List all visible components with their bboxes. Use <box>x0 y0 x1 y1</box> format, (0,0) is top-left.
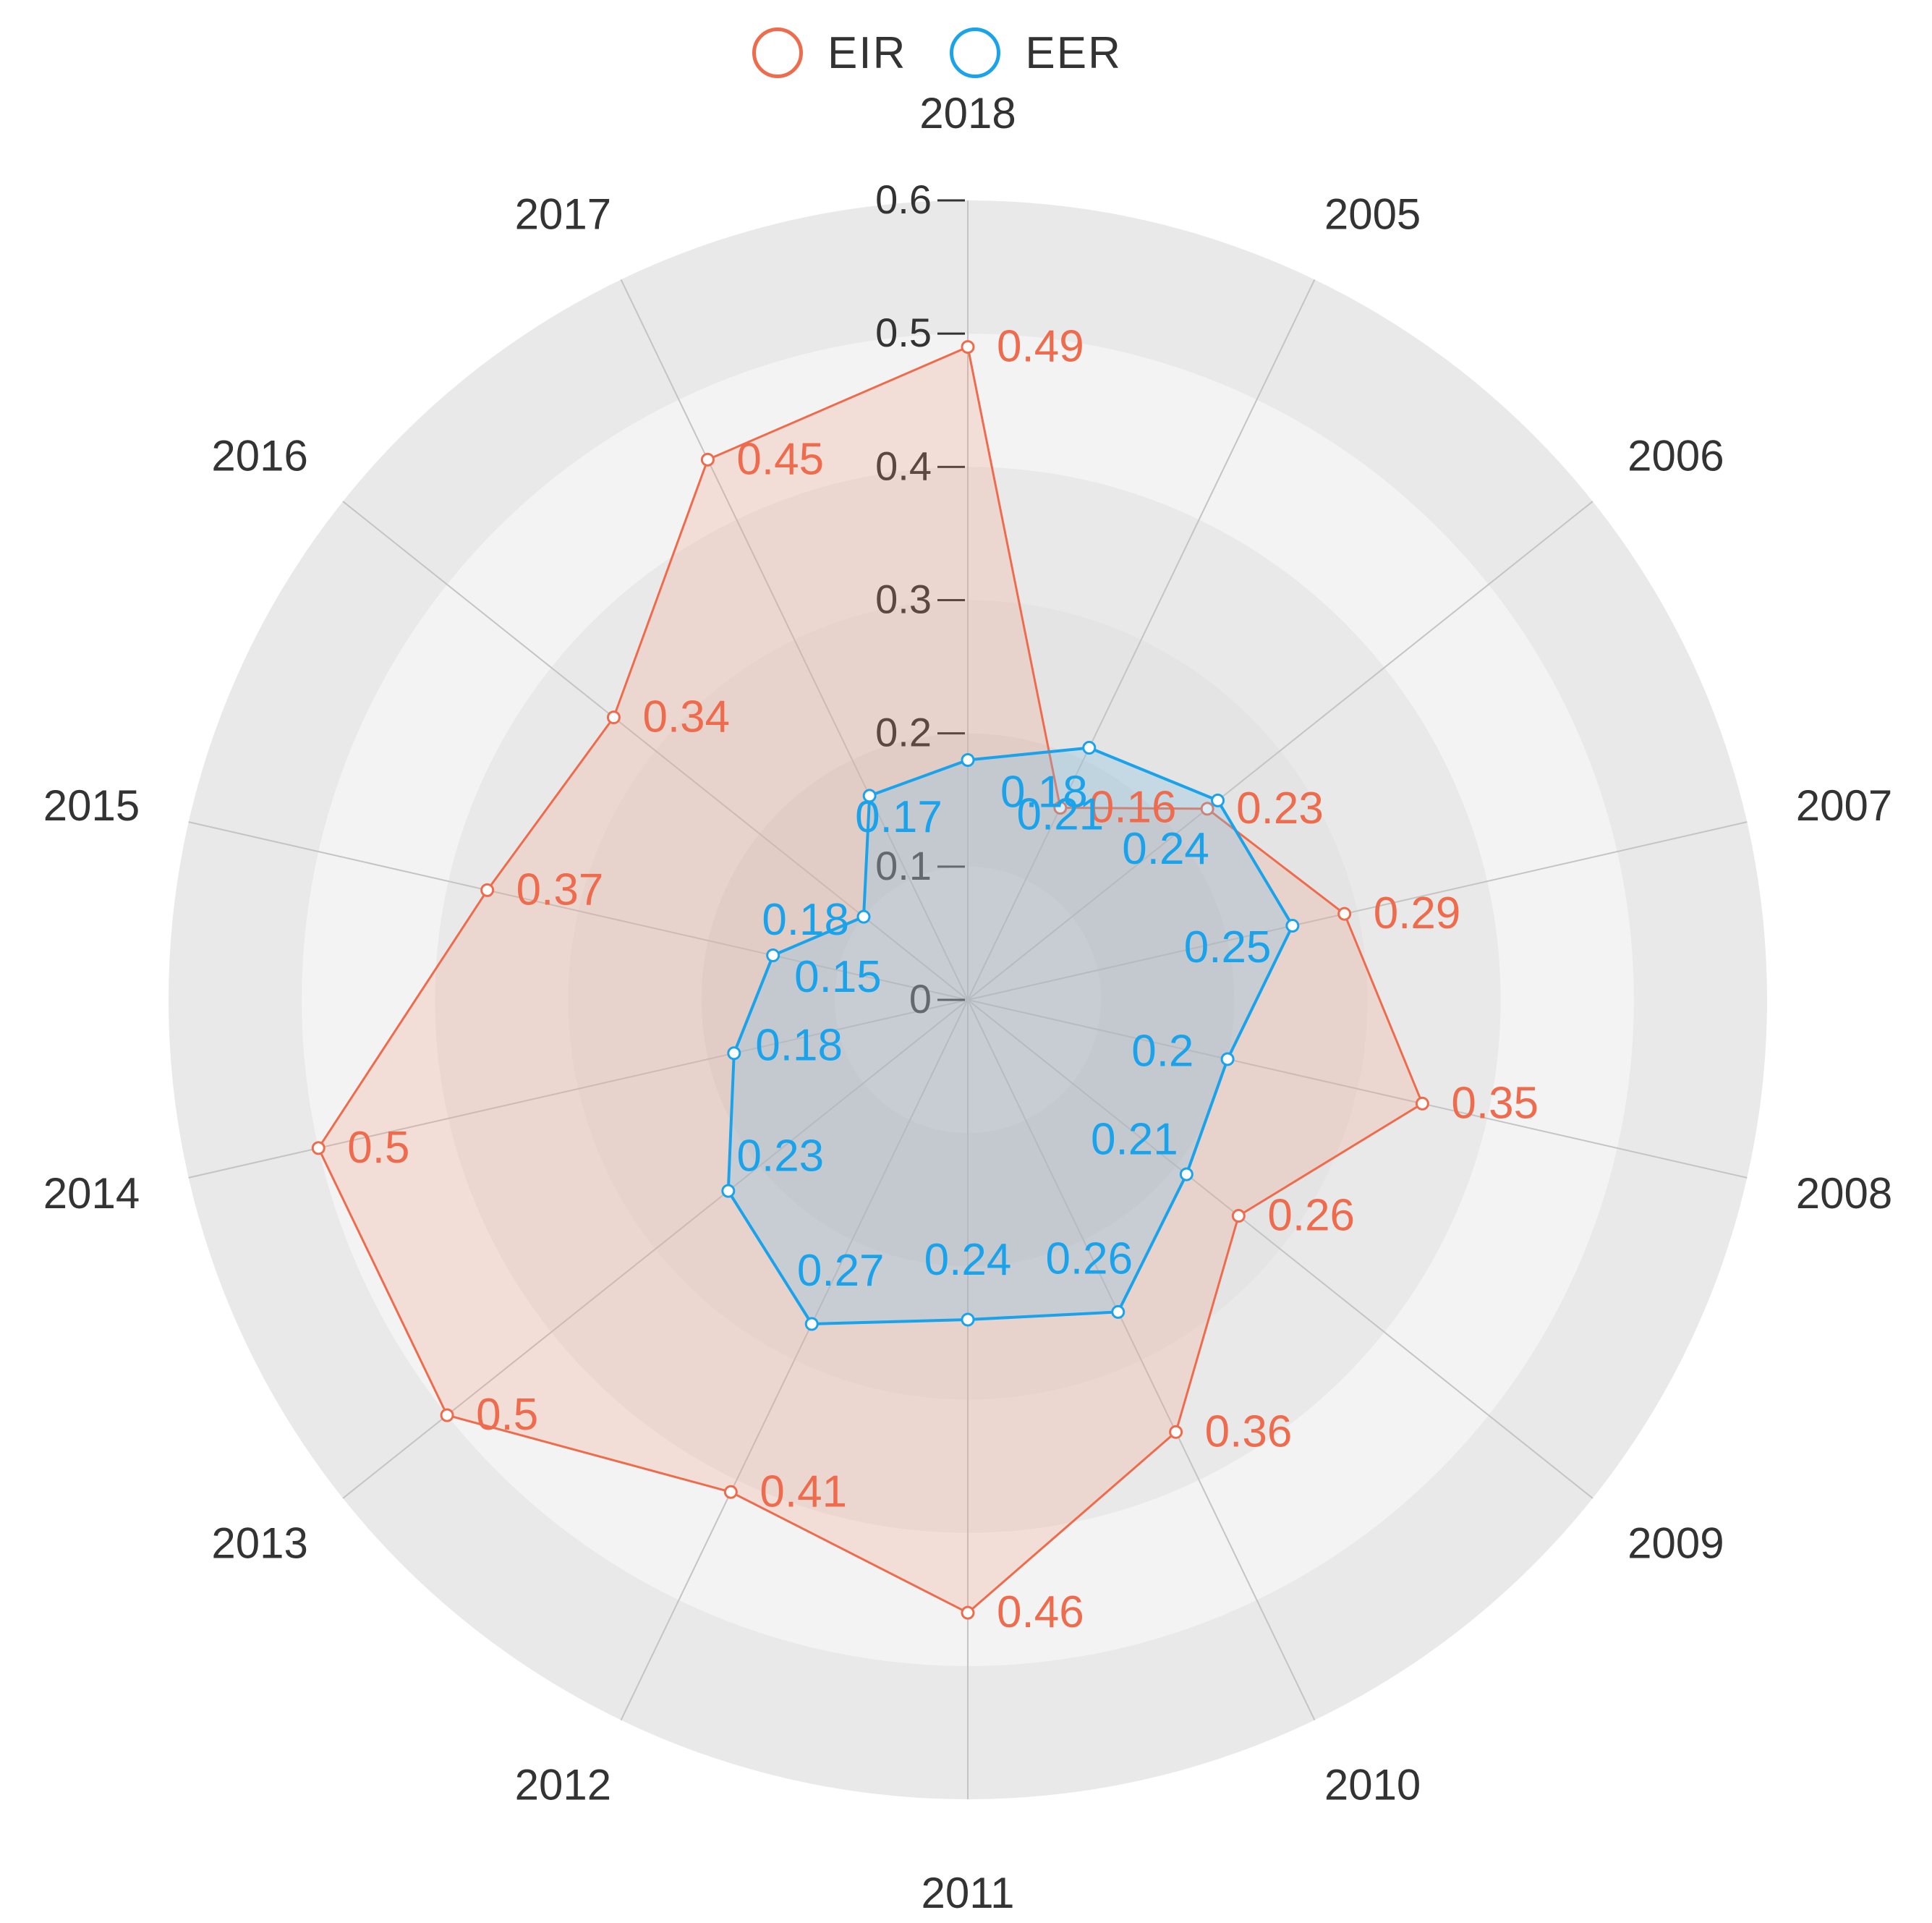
data-label-eir-2008: 0.35 <box>1451 1078 1539 1128</box>
data-label-eir-2006: 0.23 <box>1236 784 1324 833</box>
category-label-2016: 2016 <box>211 432 307 480</box>
data-point-eer-2007 <box>1285 919 1300 933</box>
data-label-eer-2009: 0.21 <box>1091 1115 1178 1165</box>
spoke-line-2017 <box>620 279 969 1001</box>
data-point-eer-2010 <box>1111 1304 1125 1319</box>
spoke-line-2007 <box>967 821 1748 1001</box>
data-point-eir-2013 <box>440 1408 454 1422</box>
data-label-eir-2005: 0.16 <box>1089 783 1177 833</box>
data-label-eer-2010: 0.26 <box>1045 1234 1133 1283</box>
category-label-2014: 2014 <box>43 1169 140 1218</box>
data-label-eir-2007: 0.29 <box>1374 888 1461 938</box>
data-point-eer-2005 <box>1082 741 1097 755</box>
data-point-eer-2016 <box>856 909 871 924</box>
data-label-eir-2009: 0.26 <box>1267 1191 1355 1241</box>
data-label-eir-2017: 0.45 <box>736 434 824 484</box>
data-point-eir-2012 <box>723 1485 738 1499</box>
data-point-eer-2014 <box>727 1046 741 1061</box>
spoke-line-2005 <box>967 279 1316 1001</box>
data-point-eer-2013 <box>721 1184 736 1198</box>
data-label-eer-2018: 0.18 <box>1000 768 1088 818</box>
category-label-2018: 2018 <box>919 89 1016 137</box>
spoke-line-2012 <box>620 999 969 1721</box>
data-label-eer-2016: 0.18 <box>762 895 849 945</box>
radial-tick-label: 0.3 <box>875 577 932 622</box>
radial-tick-label: 0.1 <box>875 843 932 888</box>
data-point-eir-2017 <box>700 452 715 467</box>
spoke-line-2010 <box>967 999 1316 1721</box>
data-point-eer-2009 <box>1179 1167 1193 1181</box>
radial-tick-label: 0.4 <box>875 443 932 488</box>
data-label-eer-2008: 0.2 <box>1131 1026 1193 1076</box>
data-label-eir-2010: 0.36 <box>1205 1406 1293 1456</box>
spoke-line-2009 <box>967 999 1593 1499</box>
data-label-eir-2018: 0.49 <box>997 322 1084 372</box>
data-label-eer-2015: 0.15 <box>794 952 882 1002</box>
legend-label-eir: EIR <box>827 27 907 78</box>
data-point-eer-2017 <box>862 789 877 803</box>
data-label-eer-2014: 0.18 <box>755 1020 843 1070</box>
category-label-2017: 2017 <box>515 190 611 238</box>
data-label-eer-2006: 0.24 <box>1122 824 1209 874</box>
legend-item-eer[interactable]: EER <box>950 27 1121 79</box>
radial-tick-label: 0.6 <box>875 177 932 222</box>
data-point-eir-2008 <box>1415 1096 1429 1111</box>
data-point-eir-2014 <box>311 1141 325 1155</box>
category-label-2005: 2005 <box>1324 190 1421 238</box>
data-point-eir-2010 <box>1169 1425 1183 1439</box>
category-label-2013: 2013 <box>211 1519 307 1567</box>
category-label-2015: 2015 <box>43 781 140 830</box>
category-label-2007: 2007 <box>1796 781 1892 830</box>
data-point-eir-2009 <box>1231 1209 1246 1223</box>
legend-eer-circle-icon <box>950 27 1001 78</box>
data-label-eir-2011: 0.46 <box>997 1587 1084 1637</box>
data-point-eer-2011 <box>961 1312 975 1327</box>
category-label-2010: 2010 <box>1324 1761 1421 1809</box>
data-point-eir-2016 <box>606 710 621 725</box>
data-point-eir-2006 <box>1200 802 1214 816</box>
data-label-eer-2012: 0.27 <box>797 1246 885 1296</box>
radial-tick-label: 0 <box>909 976 932 1022</box>
data-point-eir-2011 <box>961 1605 975 1620</box>
data-label-eir-2012: 0.41 <box>759 1466 847 1516</box>
data-label-eer-2005: 0.21 <box>1017 790 1105 840</box>
data-label-eer-2013: 0.23 <box>736 1132 824 1181</box>
data-point-eer-2018 <box>961 753 975 767</box>
category-label-2008: 2008 <box>1796 1169 1892 1218</box>
legend: EIR EER <box>752 20 1122 85</box>
data-label-eir-2014: 0.5 <box>347 1123 409 1173</box>
data-point-eir-2018 <box>961 340 975 355</box>
radial-tick-label: 0.5 <box>875 310 932 355</box>
data-point-eir-2015 <box>480 883 495 897</box>
legend-eir-circle-icon <box>752 27 803 78</box>
data-point-eer-2015 <box>766 948 780 963</box>
data-label-eir-2013: 0.5 <box>476 1390 538 1440</box>
data-label-eer-2011: 0.24 <box>924 1235 1012 1285</box>
data-point-eir-2007 <box>1337 907 1352 921</box>
spoke-line-2008 <box>967 999 1748 1179</box>
spoke-line-2015 <box>188 821 969 1001</box>
data-point-eir-2005 <box>1053 801 1068 815</box>
category-label-2006: 2006 <box>1627 432 1724 480</box>
spoke-line-2006 <box>967 501 1593 1001</box>
category-label-2009: 2009 <box>1627 1519 1724 1567</box>
radial-tick-label: 0.2 <box>875 710 932 755</box>
category-label-2011: 2011 <box>921 1869 1014 1917</box>
data-label-eir-2015: 0.37 <box>516 865 604 914</box>
data-point-eer-2006 <box>1211 793 1225 807</box>
data-label-eer-2017: 0.17 <box>855 792 942 842</box>
legend-item-eir[interactable]: EIR <box>752 27 906 79</box>
data-point-eer-2008 <box>1220 1052 1235 1066</box>
data-label-eer-2007: 0.25 <box>1184 922 1272 972</box>
data-point-eer-2012 <box>804 1317 819 1331</box>
category-label-2012: 2012 <box>515 1761 611 1809</box>
legend-label-eer: EER <box>1025 27 1122 78</box>
data-label-eir-2016: 0.34 <box>642 692 730 742</box>
